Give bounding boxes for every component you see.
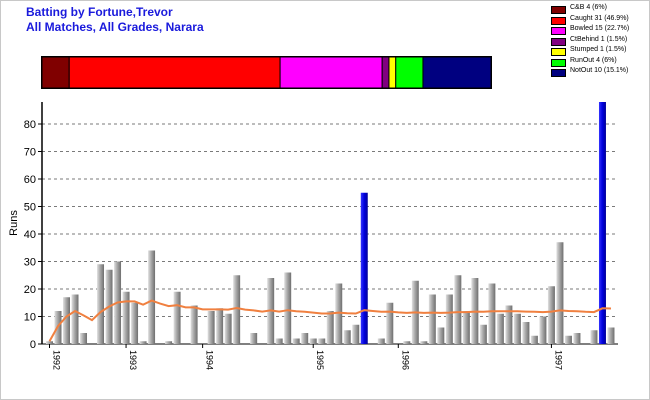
x-tick-label: 1994	[205, 350, 215, 370]
innings-bar	[139, 341, 147, 344]
y-tick-label: 40	[24, 229, 36, 241]
y-tick-label: 30	[24, 257, 36, 269]
chart-title: Batting by Fortune,Trevor	[26, 5, 173, 19]
innings-bar	[454, 275, 462, 344]
innings-bar	[437, 327, 445, 344]
innings-bar	[386, 302, 394, 344]
innings-bar	[505, 305, 513, 344]
innings-bar	[63, 297, 70, 344]
legend-swatch	[551, 16, 566, 25]
innings-bar	[190, 305, 198, 344]
y-tick-label: 0	[30, 339, 36, 351]
legend-swatch	[551, 37, 566, 46]
y-tick-label: 10	[24, 312, 36, 324]
innings-bar	[479, 324, 487, 344]
innings-bar	[301, 333, 309, 344]
y-axis-label: Runs	[8, 210, 20, 236]
legend-swatch	[551, 58, 566, 67]
legend-label: Stumped 1 (1.5%)	[570, 46, 627, 53]
innings-bar	[573, 333, 581, 344]
legend-swatch	[551, 27, 566, 35]
innings-bar	[173, 291, 181, 344]
x-tick-label: 1993	[128, 350, 138, 370]
dismissal-segment	[41, 56, 70, 89]
innings-bar	[224, 313, 232, 344]
chart-subtitle: All Matches, All Grades, Narara	[26, 20, 204, 34]
legend-swatch	[551, 6, 566, 14]
innings-bar	[284, 272, 292, 344]
innings-bar	[80, 333, 88, 344]
innings-bar	[309, 338, 317, 344]
dismissal-segment	[422, 56, 492, 89]
innings-bar	[377, 338, 385, 344]
innings-bar	[445, 294, 453, 344]
innings-bar	[165, 341, 173, 344]
y-tick-label: 70	[24, 147, 36, 159]
innings-bar	[71, 294, 79, 344]
legend-swatch	[551, 69, 566, 77]
not-out-bar	[598, 102, 606, 344]
x-tick-label: 1996	[400, 350, 410, 370]
dismissal-segment	[395, 56, 424, 89]
innings-bar	[46, 341, 53, 344]
x-tick-label: 1997	[553, 350, 563, 370]
innings-bar	[607, 327, 615, 344]
legend-label: Bowled 15 (22.7%)	[570, 25, 630, 32]
innings-bar	[428, 294, 436, 344]
x-tick-label: 1995	[315, 350, 325, 370]
legend-label: C&B 4 (6%)	[570, 4, 607, 11]
legend-label: Caught 31 (46.9%)	[570, 14, 629, 22]
average-line	[48, 299, 612, 342]
dismissal-segment	[279, 56, 383, 89]
innings-bar	[352, 324, 360, 344]
legend-label: NotOut 10 (15.1%)	[570, 67, 629, 74]
innings-bar	[530, 335, 538, 344]
innings-bar	[488, 283, 496, 344]
innings-bar	[564, 335, 572, 344]
innings-bar	[318, 338, 326, 344]
innings-bar	[343, 330, 351, 344]
not-out-bar	[360, 192, 368, 344]
innings-bar	[513, 313, 521, 344]
innings-bar	[547, 286, 555, 344]
legend-swatch	[551, 48, 566, 56]
innings-bar	[216, 308, 224, 344]
innings-bar	[522, 322, 530, 344]
innings-bar	[403, 341, 411, 344]
innings-bar	[420, 341, 428, 344]
innings-bar	[250, 333, 258, 344]
y-tick-label: 60	[24, 174, 36, 186]
innings-bar	[97, 264, 105, 344]
innings-bar	[122, 291, 130, 344]
innings-bar	[275, 338, 283, 344]
innings-bar	[131, 302, 139, 344]
dismissal-segment	[388, 56, 397, 89]
legend-label: CtBehind 1 (1.5%)	[570, 35, 628, 43]
y-tick-label: 80	[24, 119, 36, 131]
innings-bar	[233, 275, 241, 344]
innings-bar	[496, 313, 504, 344]
innings-bar	[590, 330, 598, 344]
dismissal-segment	[68, 56, 281, 89]
y-tick-label: 20	[24, 284, 36, 296]
innings-bar	[148, 250, 156, 344]
innings-bar	[462, 311, 470, 344]
legend-label: RunOut 4 (6%)	[570, 56, 617, 64]
innings-bar	[292, 338, 300, 344]
innings-bar	[539, 316, 547, 344]
innings-bar	[207, 311, 215, 344]
innings-bar	[326, 311, 334, 344]
innings-bar	[335, 283, 343, 344]
y-tick-label: 50	[24, 202, 36, 214]
dismissal-segment	[381, 56, 390, 89]
x-tick-label: 1992	[51, 350, 61, 370]
innings-bar	[556, 242, 564, 344]
